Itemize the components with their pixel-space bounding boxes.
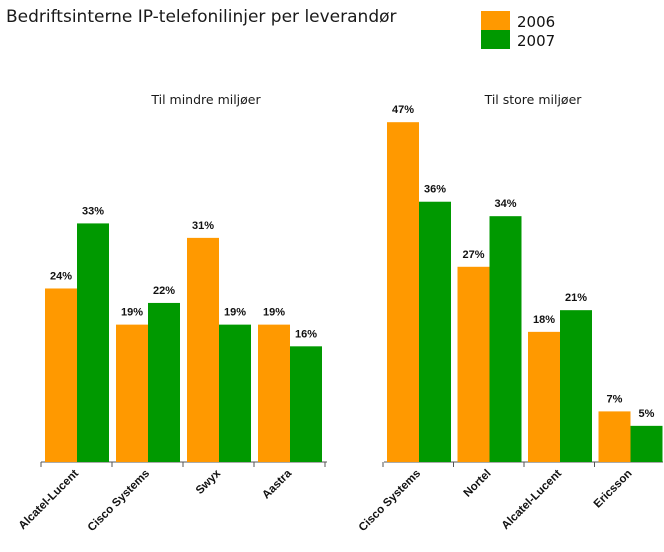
- bar-aastra-2007: [290, 346, 322, 462]
- legend-label-2006: 2006: [517, 13, 555, 31]
- data-label-nortel-2006: 27%: [462, 249, 484, 261]
- bar-nortel-2007: [489, 216, 522, 462]
- data-label-cisco-systems-2006: 47%: [392, 104, 414, 116]
- bar-alcatel-lucent-2006: [45, 288, 77, 462]
- data-label-ericsson-2006: 7%: [607, 393, 623, 405]
- category-label-ericsson: Ericsson: [592, 468, 635, 511]
- category-label-alcatel-lucent: Alcatel-Lucent: [500, 468, 565, 533]
- data-label-swyx-2007: 19%: [224, 307, 246, 319]
- data-label-swyx-2006: 31%: [192, 220, 214, 232]
- legend: 2006 2007: [481, 11, 555, 50]
- category-label-swyx: Swyx: [194, 467, 224, 497]
- bar-cisco-systems-2007: [419, 201, 451, 462]
- data-label-aastra-2007: 16%: [295, 328, 317, 340]
- bar-cisco-systems-2006: [387, 122, 419, 462]
- panel-small-environments: 24% 33% Alcatel-Lucent 19% 22% Cisco Systems 3…: [17, 205, 327, 534]
- category-label-aastra: Aastra: [260, 467, 294, 501]
- data-label-alcatel-lucent-2007: 21%: [565, 292, 587, 304]
- data-label-cisco-systems-2007: 36%: [424, 184, 446, 196]
- legend-label-2007: 2007: [517, 32, 555, 50]
- bar-ericsson-2006: [598, 411, 631, 462]
- bar-swyx-2006: [187, 237, 219, 462]
- bar-alcatel-lucent-2007: [77, 223, 109, 462]
- panel-title-small: Til mindre miljøer: [150, 92, 261, 107]
- data-label-ericsson-2007: 5%: [639, 408, 655, 420]
- bar-alcatel-lucent-2007: [560, 310, 592, 462]
- bar-alcatel-lucent-2006: [528, 331, 560, 462]
- category-label-cisco-systems: Cisco Systems: [357, 468, 423, 534]
- data-label-alcatel-lucent-2006: 24%: [50, 270, 72, 282]
- panel-large-environments: 47% 36% Cisco Systems 27% 34% Nortel 18% 21% Alc…: [357, 104, 663, 534]
- legend-swatch-2007: [481, 30, 510, 49]
- bar-cisco-systems-2007: [148, 302, 180, 462]
- bar-aastra-2006: [258, 324, 290, 462]
- legend-swatch-2006: [481, 11, 510, 30]
- category-label-nortel: Nortel: [462, 468, 494, 500]
- data-label-alcatel-lucent-2007: 33%: [82, 205, 104, 217]
- data-label-nortel-2007: 34%: [494, 198, 516, 210]
- bar-nortel-2006: [457, 266, 490, 462]
- category-label-cisco-systems: Cisco Systems: [86, 468, 152, 534]
- bar-swyx-2007: [219, 324, 251, 462]
- bar-ericsson-2007: [630, 425, 663, 462]
- chart-title: Bedriftsinterne IP-telefonilinjer per le…: [6, 7, 397, 27]
- data-label-cisco-systems-2006: 19%: [121, 307, 143, 319]
- bar-cisco-systems-2006: [116, 324, 148, 462]
- data-label-cisco-systems-2007: 22%: [153, 285, 175, 297]
- data-label-aastra-2006: 19%: [263, 307, 285, 319]
- category-label-alcatel-lucent: Alcatel-Lucent: [17, 468, 82, 533]
- panel-title-large: Til store miljøer: [484, 92, 583, 107]
- data-label-alcatel-lucent-2006: 18%: [533, 314, 555, 326]
